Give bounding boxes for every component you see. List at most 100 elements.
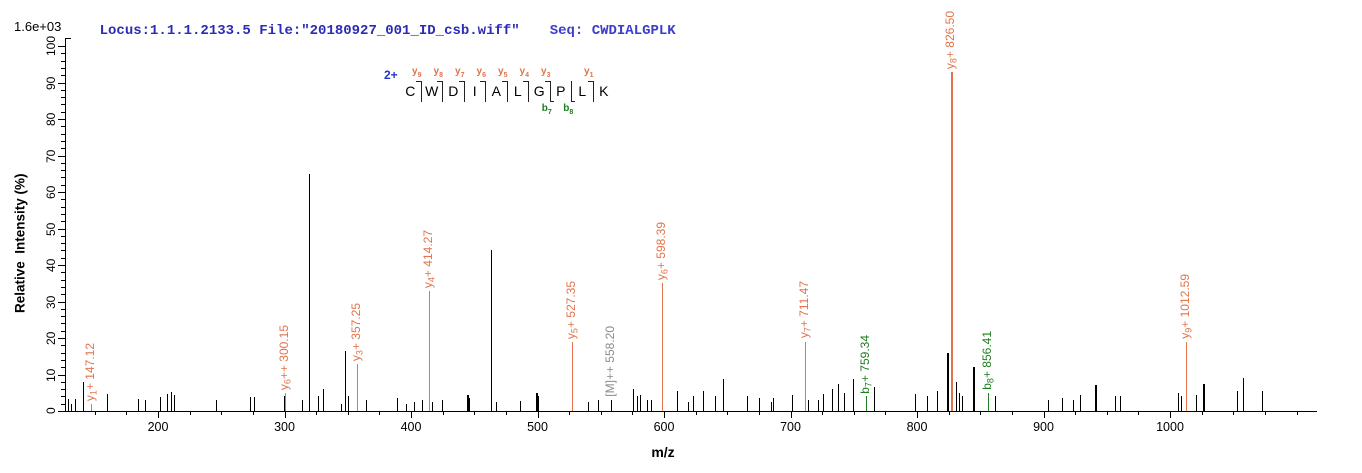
y-axis-tick bbox=[58, 338, 65, 339]
annotated-peak-b7 bbox=[865, 396, 867, 411]
spectrum-peak bbox=[714, 396, 716, 411]
y-axis-tick bbox=[58, 119, 65, 120]
annotated-peak-y1 bbox=[91, 403, 93, 411]
spectrum-peak bbox=[1072, 400, 1074, 411]
y-ion-label: y1 bbox=[584, 66, 594, 79]
y-axis-tick bbox=[61, 104, 65, 106]
fragment-bond-divider bbox=[544, 81, 551, 102]
base-peak-intensity-label: 1.6e+03 bbox=[14, 19, 62, 34]
x-axis-tick bbox=[664, 411, 665, 418]
spectrum-peak bbox=[1120, 396, 1122, 411]
y-axis-tick-label: 70 bbox=[44, 148, 58, 163]
y-ion-label: y6 bbox=[476, 66, 486, 79]
spectrum-peak bbox=[692, 396, 694, 411]
y-axis-tick bbox=[61, 199, 65, 201]
spectrum-peak bbox=[844, 392, 845, 411]
y-axis-tick-label: 90 bbox=[44, 75, 58, 90]
peak-label: y7+ 711.47 bbox=[797, 281, 813, 339]
spectrum-peak bbox=[637, 396, 639, 411]
y-axis-tick bbox=[61, 367, 65, 369]
peptide-residue: C bbox=[405, 83, 416, 99]
fragment-bond-divider bbox=[415, 81, 422, 102]
annotated-peak-y7 bbox=[805, 341, 806, 411]
x-axis-line bbox=[65, 411, 1317, 412]
y-axis-tick-label: 20 bbox=[44, 331, 58, 345]
x-axis-tick bbox=[94, 411, 96, 415]
y-axis-tick bbox=[61, 140, 65, 142]
spectrum-peak bbox=[973, 367, 976, 411]
spectrum-peak bbox=[1114, 396, 1116, 411]
y-axis-tick bbox=[61, 184, 65, 186]
peak-label: y6+ 598.39 bbox=[653, 222, 670, 281]
spectrum-peak bbox=[1177, 392, 1179, 411]
y-axis-title: Relative Intensity (%) bbox=[12, 173, 28, 313]
fragment-bond-divider bbox=[501, 81, 508, 102]
x-axis-tick bbox=[189, 411, 191, 415]
spectrum-peak bbox=[817, 400, 819, 411]
y-axis-tick bbox=[61, 316, 65, 318]
spectrum-peak bbox=[82, 381, 84, 411]
spectrum-peak bbox=[958, 392, 960, 411]
peptide-residue: W bbox=[425, 83, 439, 99]
x-axis-tick bbox=[537, 411, 539, 418]
spectrum-peak bbox=[936, 390, 938, 411]
spectrum-peak bbox=[344, 350, 346, 411]
spectrum-peak bbox=[759, 398, 760, 411]
y-axis-tick bbox=[61, 206, 65, 208]
spectrum-peak bbox=[414, 401, 416, 411]
spectrum-peak bbox=[633, 389, 634, 411]
y-ion-label: y4 bbox=[519, 66, 529, 79]
x-axis-tick bbox=[1201, 411, 1203, 415]
spectrum-peak bbox=[1061, 398, 1063, 411]
fragment-bond-divider bbox=[480, 81, 487, 102]
y-ion-label: y5 bbox=[498, 66, 508, 79]
annotated-peak-y5 bbox=[572, 341, 574, 411]
spectrum-peak bbox=[597, 400, 599, 411]
spectrum-peak bbox=[1048, 400, 1050, 411]
spectrum-peak bbox=[431, 401, 433, 411]
y-axis-tick bbox=[58, 374, 65, 376]
x-axis-tick bbox=[158, 411, 159, 418]
x-axis-tick bbox=[790, 411, 792, 418]
spectrum-peak bbox=[422, 400, 423, 411]
x-axis-tick bbox=[1264, 411, 1266, 415]
x-axis-tick bbox=[695, 411, 697, 415]
spectrum-peak bbox=[254, 397, 255, 411]
y-ion-label: y7 bbox=[455, 66, 465, 79]
spectrum-peak bbox=[468, 398, 470, 411]
y-axis-tick bbox=[61, 75, 65, 77]
peptide-residue: P bbox=[556, 83, 566, 99]
y-axis-tick bbox=[61, 257, 65, 259]
fragment-bond-divider bbox=[587, 81, 594, 102]
y-ion-label: y8 bbox=[433, 66, 443, 79]
spectrum-peak bbox=[807, 400, 809, 411]
peak-label: y1+ 147.12 bbox=[83, 342, 99, 401]
spectrum-peak bbox=[995, 396, 997, 411]
spectrum-peak bbox=[587, 402, 589, 411]
spectrum-peak bbox=[831, 389, 833, 411]
peptide-residue: I bbox=[472, 83, 477, 99]
spectrum-peak bbox=[1261, 390, 1263, 411]
y-axis-tick bbox=[61, 177, 65, 179]
spectrum-peak bbox=[702, 390, 704, 411]
y-axis-tick bbox=[61, 60, 65, 62]
x-axis-tick bbox=[379, 411, 381, 415]
spectrum-peak bbox=[962, 396, 964, 411]
y-axis-line bbox=[65, 38, 66, 411]
y-axis-tick bbox=[61, 345, 65, 347]
y-ion-label: y3 bbox=[541, 66, 551, 79]
peak-label: y9+ 1012.59 bbox=[1177, 273, 1194, 339]
x-axis-tick bbox=[758, 411, 760, 415]
x-axis-tick-label: 400 bbox=[400, 420, 422, 434]
header-line: Locus:1.1.1.2133.5 File:"20180927_001_ID… bbox=[66, 7, 676, 55]
spectrum-peak bbox=[309, 173, 311, 411]
x-axis-tick-label: 300 bbox=[274, 420, 295, 434]
spectrum-peak bbox=[341, 403, 343, 411]
x-axis-tick-label: 600 bbox=[653, 420, 675, 434]
peak-label: y3+ 357.25 bbox=[348, 302, 365, 361]
peak-label: b7+ 759.34 bbox=[857, 334, 873, 394]
y-axis-tick bbox=[58, 46, 65, 47]
spectrum-peak bbox=[677, 390, 679, 411]
spectrum-peak bbox=[1181, 396, 1182, 411]
